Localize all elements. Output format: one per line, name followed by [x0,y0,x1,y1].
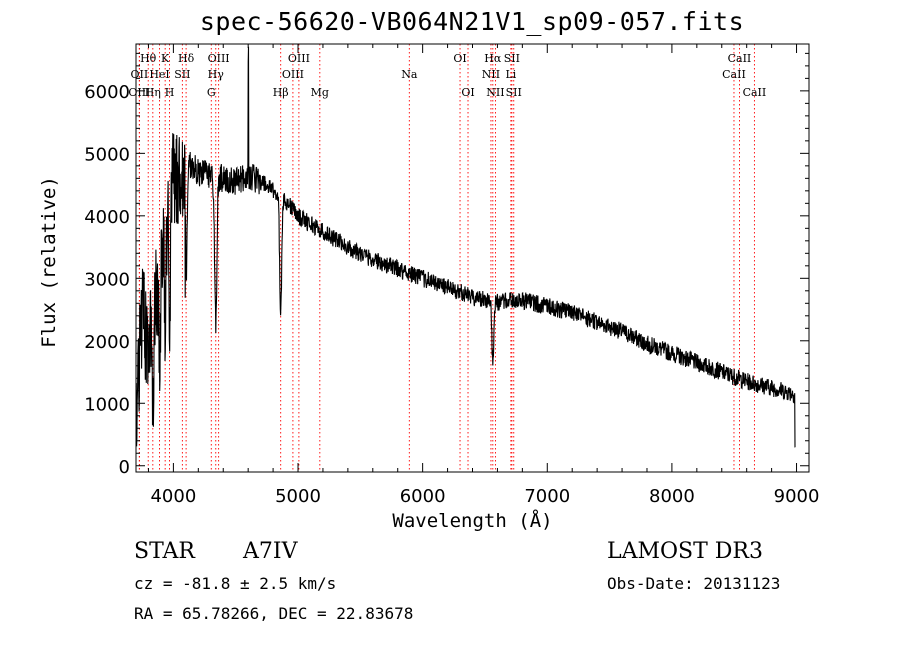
spectral-line-label: H [165,86,175,99]
spectral-line-label: CaII [728,52,752,65]
x-tick-label: 8000 [649,486,695,507]
spectral-line-label: OIII [288,52,310,65]
y-tick-label: 2000 [84,332,130,353]
spectral-subclass: A7IV [243,539,298,564]
x-tick-label: 7000 [524,486,570,507]
redshift-value: cz = -81.8 ± 2.5 km/s [134,574,337,593]
y-tick-label: 0 [119,457,130,478]
spectral-line-label: SII [504,52,520,65]
spectral-line-label: Hα [484,52,502,65]
spectral-line-label: Hδ [178,52,195,65]
x-axis-label: Wavelength (Å) [392,510,553,532]
spectrum-series [135,46,796,448]
spectral-line-label: OI [453,52,466,65]
spectral-line-markers [138,44,755,472]
plot-frame [135,43,810,473]
spectral-line-label: OIII [282,68,304,81]
spectral-line-label: OIII [208,52,230,65]
spectral-line-label: Hγ [208,68,225,81]
x-tick-label: 5000 [275,486,321,507]
y-tick-label: 6000 [84,82,130,103]
coordinates: RA = 65.78266, DEC = 22.83678 [134,604,414,623]
spectral-line-label: SII [506,86,522,99]
x-tick-label: 6000 [400,486,446,507]
spectral-line-label: NII [482,68,500,81]
spectral-line-label: K [161,52,170,65]
observation-date: Obs-Date: 20131123 [607,574,781,593]
spectral-line-label: Na [401,68,418,81]
spectral-line-label: G [207,86,216,99]
spectral-line-label: Hθ [140,52,157,65]
chart-title: spec-56620-VB064N21V1_sp09-057.fits [199,7,745,36]
spectral-line-label: CaII [722,68,746,81]
y-tick-label: 3000 [84,269,130,290]
spectral-line-label: NII [486,86,504,99]
spectral-line-label: Mg [311,86,329,99]
object-class: STAR [134,539,195,564]
y-tick-label: 4000 [84,207,130,228]
spectral-line-label: Hη [145,86,161,99]
spectral-line-label: OI [461,86,474,99]
spectral-line-label: Li [505,68,516,81]
spectral-line-label: HeI [149,68,169,81]
spectral-line-label: SII [174,68,190,81]
y-tick-label: 1000 [84,394,130,415]
axis-ticks [136,44,809,472]
spectral-line-label: CaII [743,86,767,99]
spectral-line-label: Hβ [273,86,289,99]
survey-name: LAMOST DR3 [607,539,763,564]
y-axis-label: Flux (relative) [38,176,60,348]
x-tick-label: 4000 [150,486,196,507]
x-tick-label: 9000 [774,486,820,507]
spectral-line-label: OII [131,68,149,81]
spectral-line-label: OIII [128,86,150,99]
axis-tick-labels: 4000 5000 6000 7000 8000 9000 0 1000 2000 3000 400… [84,82,819,507]
y-tick-label: 5000 [84,144,130,165]
